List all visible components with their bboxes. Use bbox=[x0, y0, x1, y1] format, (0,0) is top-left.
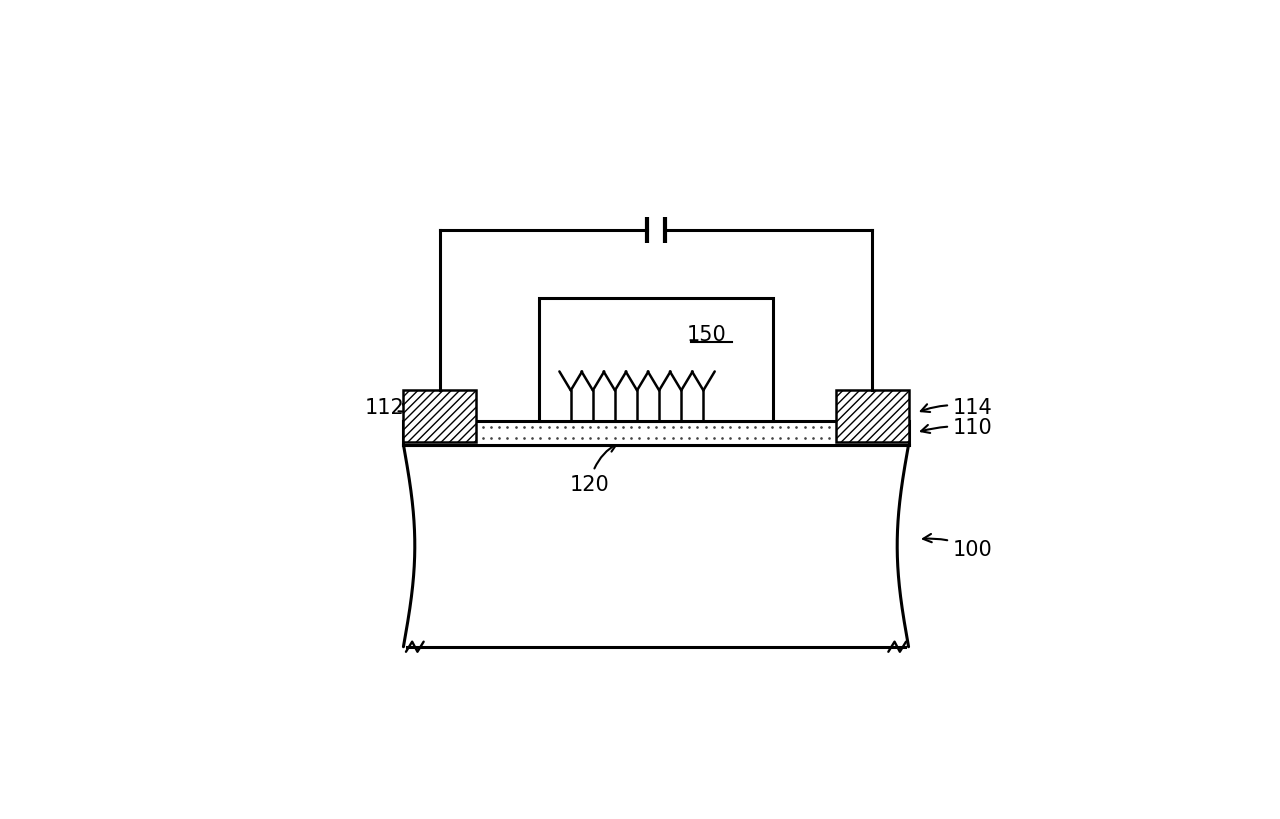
Polygon shape bbox=[403, 445, 909, 647]
Text: 100: 100 bbox=[923, 534, 992, 559]
Text: 114: 114 bbox=[920, 397, 992, 417]
Text: 110: 110 bbox=[922, 418, 992, 437]
Bar bbox=[539, 298, 773, 421]
Bar bbox=[403, 421, 909, 445]
Text: 150: 150 bbox=[686, 325, 726, 345]
Text: 120: 120 bbox=[570, 445, 617, 494]
Bar bbox=[403, 391, 476, 442]
Bar bbox=[836, 391, 909, 442]
Text: 112: 112 bbox=[365, 397, 410, 417]
